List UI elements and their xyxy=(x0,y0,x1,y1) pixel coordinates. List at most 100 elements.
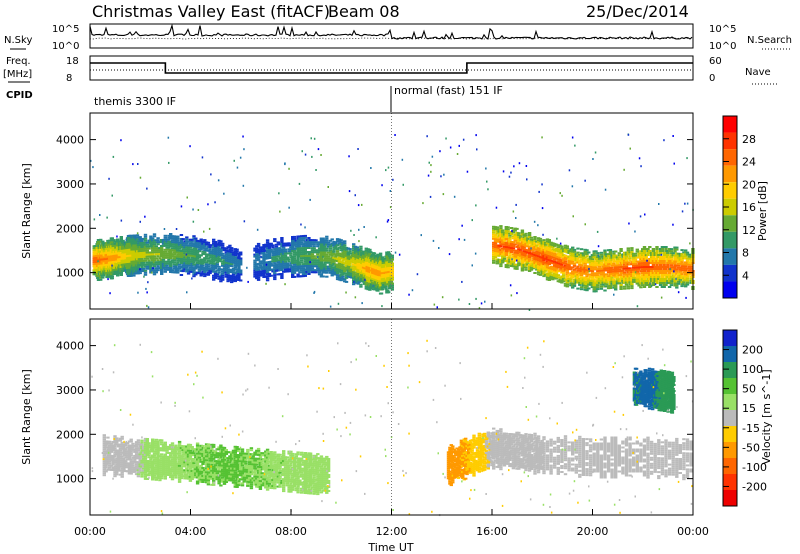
data-cell xyxy=(143,263,148,266)
data-cell xyxy=(504,238,508,240)
data-cell xyxy=(113,240,117,243)
data-cell xyxy=(203,247,207,250)
data-cell xyxy=(107,249,111,252)
data-cell xyxy=(585,261,589,264)
data-cell xyxy=(285,242,289,245)
data-cell xyxy=(581,266,586,269)
data-cell xyxy=(262,244,266,246)
data-cell xyxy=(301,249,306,252)
data-cell xyxy=(501,233,505,236)
data-cell xyxy=(588,255,593,258)
data-cell xyxy=(330,272,334,275)
data-cell xyxy=(260,250,264,253)
data-cell xyxy=(511,253,516,256)
data-cell xyxy=(300,249,304,252)
data-cell xyxy=(664,276,668,278)
count-tick-bottom-left: 10^0 xyxy=(52,41,79,52)
data-cell xyxy=(152,271,157,274)
data-cell xyxy=(337,252,342,255)
data-cell xyxy=(560,279,564,282)
data-cell xyxy=(626,249,630,252)
data-cell xyxy=(531,241,535,244)
data-cell xyxy=(390,288,394,291)
data-cell xyxy=(544,253,548,256)
data-cell xyxy=(497,252,501,255)
data-cell xyxy=(605,269,609,272)
data-cell xyxy=(563,254,568,257)
data-cell xyxy=(163,256,167,259)
data-cell xyxy=(495,232,499,235)
data-cell xyxy=(540,256,544,259)
data-cell xyxy=(237,257,241,259)
data-cell xyxy=(506,250,510,253)
data-cell xyxy=(511,231,516,234)
data-cell xyxy=(185,268,189,271)
data-cell xyxy=(359,257,363,260)
data-cell xyxy=(590,256,595,259)
data-cell xyxy=(300,247,304,250)
data-cell xyxy=(501,231,505,234)
nave-tick-top: 60 xyxy=(709,56,722,67)
data-cell xyxy=(553,262,557,265)
data-cell xyxy=(522,252,526,255)
data-cell xyxy=(535,266,539,269)
data-cell xyxy=(219,276,223,279)
data-cell xyxy=(186,270,191,273)
data-cell xyxy=(316,241,320,244)
data-cell xyxy=(637,278,641,281)
data-cell xyxy=(177,249,182,252)
data-cell xyxy=(267,245,272,247)
data-cell xyxy=(664,270,668,272)
data-cell xyxy=(233,248,237,251)
data-cell xyxy=(170,259,175,262)
data-cell xyxy=(256,278,261,281)
data-cell xyxy=(538,243,543,246)
data-cell xyxy=(199,244,203,247)
data-cell xyxy=(545,276,550,279)
data-cell xyxy=(517,254,521,257)
data-cell xyxy=(684,249,688,252)
data-cell xyxy=(142,245,146,248)
data-cell xyxy=(334,241,338,244)
data-cell xyxy=(239,257,243,260)
data-cell xyxy=(328,239,333,242)
data-cell xyxy=(337,268,342,271)
data-cell xyxy=(125,261,129,264)
data-cell xyxy=(666,256,670,258)
data-cell xyxy=(610,266,614,269)
data-cell xyxy=(687,255,691,258)
count-tick-top-left: 10^5 xyxy=(52,24,79,35)
data-cell xyxy=(326,241,331,244)
data-cell xyxy=(344,258,349,261)
data-cell xyxy=(551,262,555,265)
data-cell xyxy=(649,254,654,256)
data-cell xyxy=(235,260,239,263)
data-cell xyxy=(235,256,239,259)
data-cell xyxy=(262,258,266,260)
data-cell xyxy=(606,253,611,256)
data-cell xyxy=(147,261,151,264)
data-cell xyxy=(506,260,510,263)
data-cell xyxy=(183,250,187,253)
data-cell xyxy=(115,270,119,273)
data-cell xyxy=(583,282,587,285)
data-cell xyxy=(560,263,564,266)
data-cell xyxy=(296,263,300,266)
data-cell xyxy=(334,267,338,270)
data-cell xyxy=(204,261,209,264)
data-cell xyxy=(233,272,237,275)
data-cell xyxy=(314,269,318,272)
data-cell xyxy=(352,251,356,254)
data-cell xyxy=(325,265,329,268)
data-cell xyxy=(301,265,306,268)
data-cell xyxy=(522,248,526,251)
data-cell xyxy=(143,271,148,274)
data-cell xyxy=(365,259,369,262)
data-cell xyxy=(662,284,666,286)
data-cell xyxy=(662,260,666,262)
data-cell xyxy=(685,261,690,264)
data-cell xyxy=(357,265,361,267)
data-cell xyxy=(508,254,512,257)
data-cell xyxy=(335,258,340,261)
data-cell xyxy=(658,270,663,272)
